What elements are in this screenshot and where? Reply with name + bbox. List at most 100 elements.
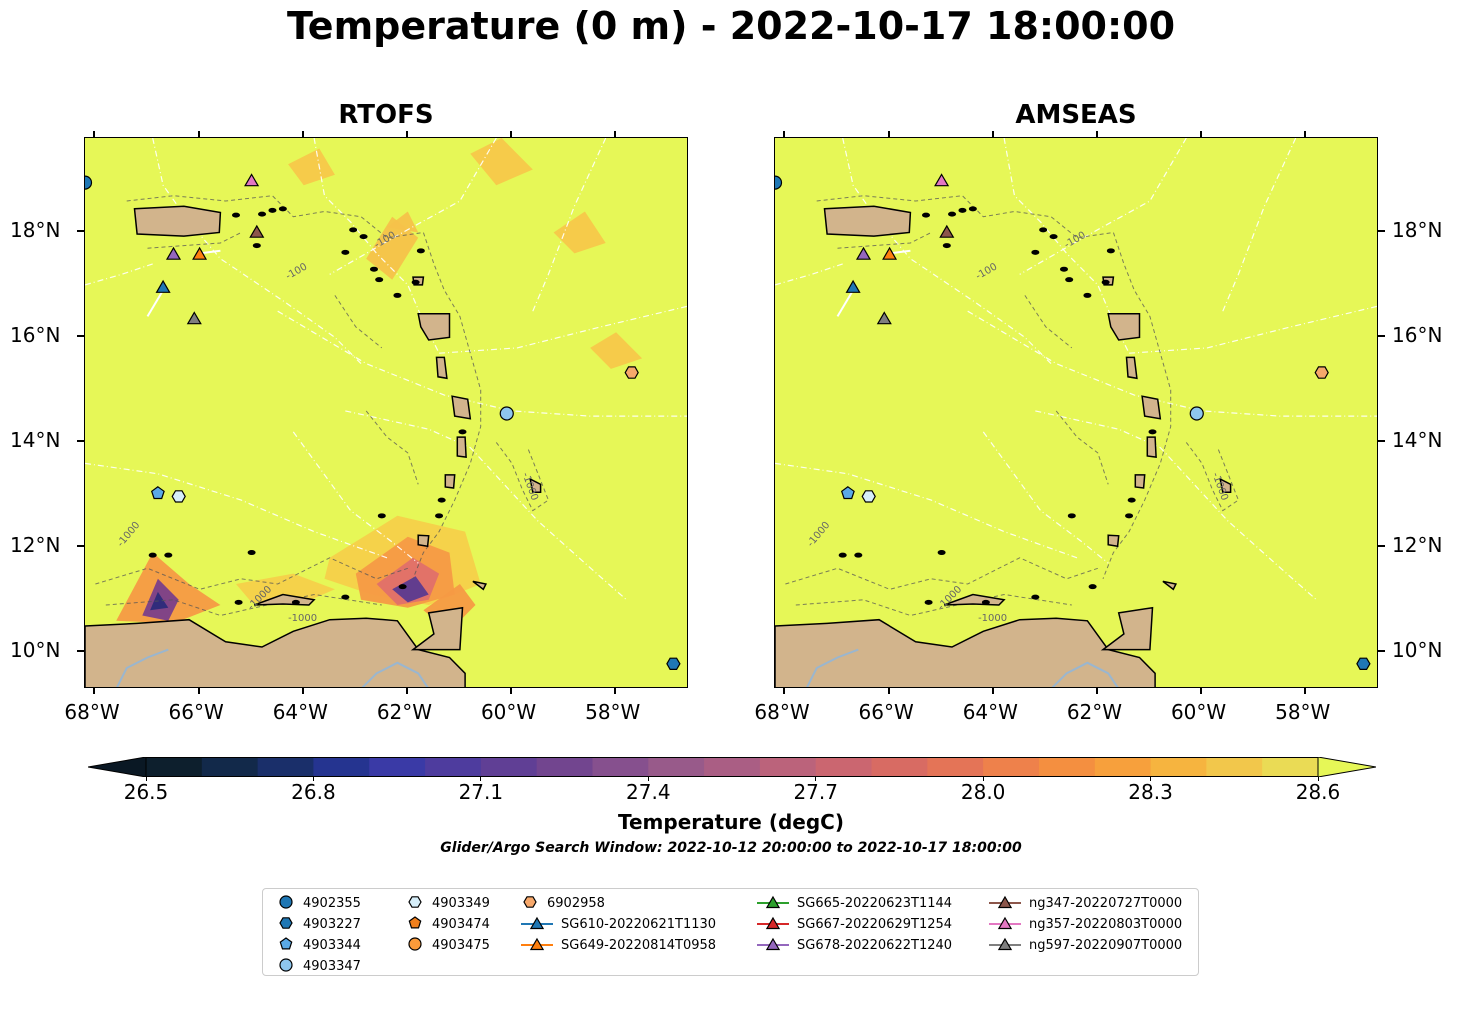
legend-label: SG667-20220629T1254	[797, 916, 953, 932]
legend-pentagon-icon	[408, 916, 422, 929]
figure-title: Temperature (0 m) - 2022-10-17 18:00:00	[286, 4, 1176, 48]
obs-marker-SG678-20220622T1240[interactable]	[165, 246, 182, 260]
obs-marker-4902355[interactable]	[775, 175, 783, 190]
colorbar-tick-label: 27.1	[458, 780, 504, 804]
obs-marker-6902958[interactable]	[624, 366, 639, 379]
svg-text:-1000: -1000	[288, 613, 317, 624]
obs-marker-4903347[interactable]	[1189, 406, 1204, 421]
obs-marker-4903344[interactable]	[150, 486, 165, 500]
legend-item: 4903475	[406, 935, 490, 955]
x-tick-label: 58°W	[585, 700, 641, 724]
colorbar-tick-label: 28.3	[1128, 780, 1173, 804]
legend-pentagon-icon	[279, 937, 293, 950]
obs-marker-ng357-20220803T0000[interactable]	[244, 173, 260, 187]
obs-marker-ng357-20220803T0000[interactable]	[934, 173, 950, 187]
obs-marker-ng597-20220907T0000[interactable]	[876, 311, 892, 325]
obs-marker-4903344[interactable]	[840, 486, 855, 500]
legend-circle-icon	[408, 937, 422, 951]
legend-label: 4903227	[303, 916, 361, 932]
legend-item: SG665-20220623T1144	[757, 893, 952, 913]
colorbar	[87, 756, 1377, 778]
legend-item: 6902958	[521, 893, 605, 913]
obs-marker-4903347[interactable]	[499, 406, 514, 421]
legend-label: ng597-20220907T0000	[1029, 937, 1183, 953]
legend-item: SG649-20220814T0958	[521, 935, 716, 955]
y-tick-label: 14°N	[10, 428, 61, 453]
map-panel-rtofs[interactable]: -1000 -1000 -1000 -100 -1000 -100	[84, 137, 688, 688]
y-tick-label: 12°N	[10, 533, 61, 558]
legend-item: SG610-20220621T1130	[521, 914, 716, 934]
legend-hexagon-icon	[279, 917, 293, 929]
legend-item: ng597-20220907T0000	[989, 935, 1182, 955]
x-tick-label: 58°W	[1275, 700, 1331, 724]
x-tick-label: 60°W	[1170, 700, 1227, 724]
obs-marker-SG610-20220621T1130[interactable]	[845, 279, 861, 293]
obs-marker-ng347-20220727T0000[interactable]	[939, 224, 955, 238]
x-tick-label: 60°W	[480, 700, 537, 724]
obs-marker-SG610-20220621T1130[interactable]	[155, 279, 171, 293]
colorbar-tick-label: 27.4	[626, 780, 671, 804]
obs-marker-ng347-20220727T0000[interactable]	[249, 224, 265, 238]
legend-item: 4903347	[277, 956, 361, 976]
obs-marker-ng597-20220907T0000[interactable]	[186, 311, 202, 325]
legend-item: ng347-20220727T0000	[989, 893, 1182, 913]
legend-line-triangle-icon	[521, 937, 553, 951]
legend-label: SG610-20220621T1130	[561, 916, 717, 932]
colorbar-tick-label: 28.6	[1295, 780, 1341, 804]
y-tick-label: 18°N	[1392, 218, 1443, 243]
y-tick-label: 14°N	[1392, 428, 1443, 453]
legend-item: 4902355	[277, 893, 361, 913]
x-tick-label: 62°W	[1066, 700, 1123, 724]
x-tick-label: 66°W	[168, 700, 224, 724]
legend-item: SG678-20220622T1240	[757, 935, 952, 955]
y-tick-label: 10°N	[1392, 638, 1443, 663]
obs-marker-SG649-20220814T0958[interactable]	[882, 246, 898, 260]
legend-item: 4903344	[277, 935, 361, 955]
y-tick-label: 16°N	[10, 323, 61, 348]
colorbar-tick-label: 26.5	[123, 780, 169, 804]
colorbar-tick-label: 27.7	[793, 780, 838, 804]
obs-marker-4903227[interactable]	[666, 657, 681, 671]
legend-label: SG678-20220622T1240	[797, 937, 953, 953]
legend-item: ng357-20220803T0000	[989, 914, 1182, 934]
legend-line-triangle-icon	[757, 916, 789, 930]
legend-hexagon-icon	[408, 896, 422, 908]
legend-label: 4903347	[303, 958, 361, 974]
legend-item: 4903349	[406, 893, 490, 913]
legend-label: 6902958	[547, 895, 605, 911]
x-tick-label: 66°W	[858, 700, 914, 724]
x-tick-label: 62°W	[376, 700, 433, 724]
panel-title-amseas: AMSEAS	[1015, 100, 1137, 130]
colorbar-tick-label: 26.8	[291, 780, 336, 804]
legend-line-triangle-icon	[989, 895, 1021, 909]
legend-label: 4903349	[432, 895, 490, 911]
y-tick-label: 18°N	[10, 218, 61, 243]
legend-item: 4903227	[277, 914, 361, 934]
legend-hexagon-icon	[523, 896, 537, 908]
obs-marker-4902355[interactable]	[85, 175, 93, 190]
legend-line-triangle-icon	[989, 937, 1021, 951]
legend: 4902355 4903227 4903344 4903347 4903349 49034…	[262, 888, 1199, 976]
obs-marker-4903349[interactable]	[861, 490, 876, 503]
colorbar-title: Temperature (degC)	[618, 810, 844, 834]
x-tick-label: 68°W	[754, 700, 810, 724]
legend-label: 4903474	[432, 916, 490, 932]
x-tick-label: 64°W	[272, 700, 328, 724]
svg-text:-1000: -1000	[978, 613, 1007, 624]
map-panel-amseas[interactable]: -1000 -1000 -1000 -100 -1000 -100	[774, 137, 1378, 688]
obs-marker-4903349[interactable]	[171, 490, 186, 503]
legend-label: SG649-20220814T0958	[561, 937, 717, 953]
legend-line-triangle-icon	[521, 916, 553, 930]
legend-item: 4903474	[406, 914, 490, 934]
obs-marker-SG649-20220814T0958[interactable]	[192, 246, 208, 260]
panel-title-rtofs: RTOFS	[338, 100, 434, 130]
legend-label: ng357-20220803T0000	[1029, 916, 1183, 932]
legend-circle-icon	[279, 958, 293, 972]
legend-line-triangle-icon	[989, 916, 1021, 930]
obs-marker-6902958[interactable]	[1314, 366, 1329, 379]
obs-marker-4903227[interactable]	[1356, 657, 1371, 671]
legend-label: 4902355	[303, 895, 361, 911]
obs-marker-SG678-20220622T1240[interactable]	[855, 246, 872, 260]
legend-label: SG665-20220623T1144	[797, 895, 953, 911]
x-tick-label: 68°W	[64, 700, 120, 724]
